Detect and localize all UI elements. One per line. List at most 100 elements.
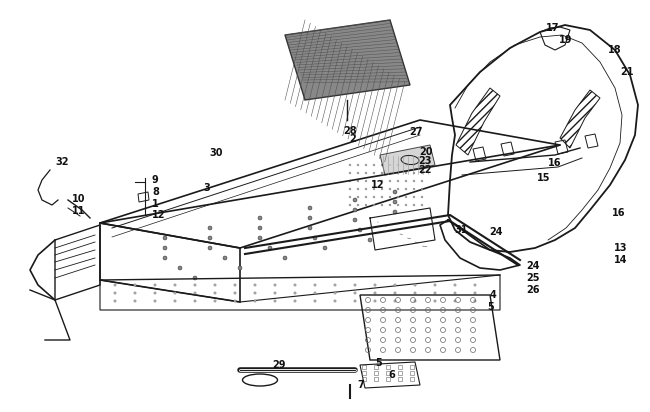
Text: 15: 15 xyxy=(537,173,551,183)
Circle shape xyxy=(389,180,391,182)
Bar xyxy=(410,377,414,381)
Text: 21: 21 xyxy=(620,67,634,77)
Circle shape xyxy=(413,204,415,206)
Circle shape xyxy=(357,172,359,174)
Bar xyxy=(374,377,378,381)
Circle shape xyxy=(413,196,415,198)
Polygon shape xyxy=(380,145,435,175)
Circle shape xyxy=(134,284,136,286)
Circle shape xyxy=(434,300,436,302)
Circle shape xyxy=(154,300,156,302)
Circle shape xyxy=(474,300,476,302)
Text: 25: 25 xyxy=(526,273,540,283)
Bar xyxy=(386,371,390,375)
Circle shape xyxy=(397,204,399,206)
Circle shape xyxy=(405,196,407,198)
Circle shape xyxy=(357,164,359,166)
Circle shape xyxy=(397,196,399,198)
Circle shape xyxy=(353,218,357,222)
Circle shape xyxy=(389,196,391,198)
Circle shape xyxy=(389,164,391,166)
Polygon shape xyxy=(285,20,410,100)
Circle shape xyxy=(258,216,262,220)
Circle shape xyxy=(389,172,391,174)
Circle shape xyxy=(354,284,356,286)
Circle shape xyxy=(114,292,116,294)
Text: 26: 26 xyxy=(526,285,540,295)
Text: 9: 9 xyxy=(152,175,159,185)
Circle shape xyxy=(163,246,167,250)
Circle shape xyxy=(134,292,136,294)
Circle shape xyxy=(381,188,383,190)
Text: 7: 7 xyxy=(357,380,364,390)
Text: 30: 30 xyxy=(209,148,222,158)
Text: 2: 2 xyxy=(349,134,356,144)
Circle shape xyxy=(214,284,216,286)
Circle shape xyxy=(308,206,312,210)
Circle shape xyxy=(308,216,312,220)
Circle shape xyxy=(193,276,197,280)
Circle shape xyxy=(373,204,375,206)
Circle shape xyxy=(393,200,397,204)
Circle shape xyxy=(381,164,383,166)
Circle shape xyxy=(234,284,236,286)
Circle shape xyxy=(373,196,375,198)
Text: 16: 16 xyxy=(548,158,562,168)
Circle shape xyxy=(357,196,359,198)
Circle shape xyxy=(258,236,262,240)
Circle shape xyxy=(357,204,359,206)
Circle shape xyxy=(274,284,276,286)
Circle shape xyxy=(413,180,415,182)
Text: 28: 28 xyxy=(343,126,357,136)
Text: 1: 1 xyxy=(152,199,159,209)
Circle shape xyxy=(234,300,236,302)
Circle shape xyxy=(413,188,415,190)
Circle shape xyxy=(134,300,136,302)
Text: 22: 22 xyxy=(418,165,432,175)
Circle shape xyxy=(308,226,312,230)
Circle shape xyxy=(349,172,351,174)
Text: 8: 8 xyxy=(152,187,159,197)
Circle shape xyxy=(474,292,476,294)
Circle shape xyxy=(373,172,375,174)
Circle shape xyxy=(313,236,317,240)
Circle shape xyxy=(214,300,216,302)
Circle shape xyxy=(314,300,316,302)
Circle shape xyxy=(214,292,216,294)
Circle shape xyxy=(413,164,415,166)
Circle shape xyxy=(334,284,336,286)
Circle shape xyxy=(274,292,276,294)
Circle shape xyxy=(365,164,367,166)
Bar xyxy=(386,377,390,381)
Circle shape xyxy=(208,236,212,240)
Circle shape xyxy=(208,246,212,250)
Circle shape xyxy=(194,284,196,286)
Circle shape xyxy=(114,300,116,302)
Text: 23: 23 xyxy=(418,156,432,166)
Circle shape xyxy=(178,266,182,270)
Text: 27: 27 xyxy=(409,127,423,137)
Text: 3: 3 xyxy=(203,183,210,193)
Circle shape xyxy=(174,292,176,294)
Circle shape xyxy=(254,300,256,302)
Text: 13: 13 xyxy=(614,243,627,253)
Circle shape xyxy=(368,238,372,242)
Text: 29: 29 xyxy=(272,360,285,370)
Circle shape xyxy=(393,190,397,194)
Bar xyxy=(410,365,414,369)
Circle shape xyxy=(381,172,383,174)
Circle shape xyxy=(389,188,391,190)
Circle shape xyxy=(323,246,327,250)
Bar xyxy=(374,365,378,369)
Circle shape xyxy=(454,300,456,302)
Circle shape xyxy=(421,188,423,190)
Circle shape xyxy=(254,284,256,286)
Circle shape xyxy=(365,196,367,198)
Circle shape xyxy=(394,284,396,286)
Circle shape xyxy=(414,300,416,302)
Circle shape xyxy=(405,180,407,182)
Circle shape xyxy=(381,196,383,198)
Circle shape xyxy=(454,292,456,294)
Circle shape xyxy=(174,300,176,302)
Circle shape xyxy=(294,300,296,302)
